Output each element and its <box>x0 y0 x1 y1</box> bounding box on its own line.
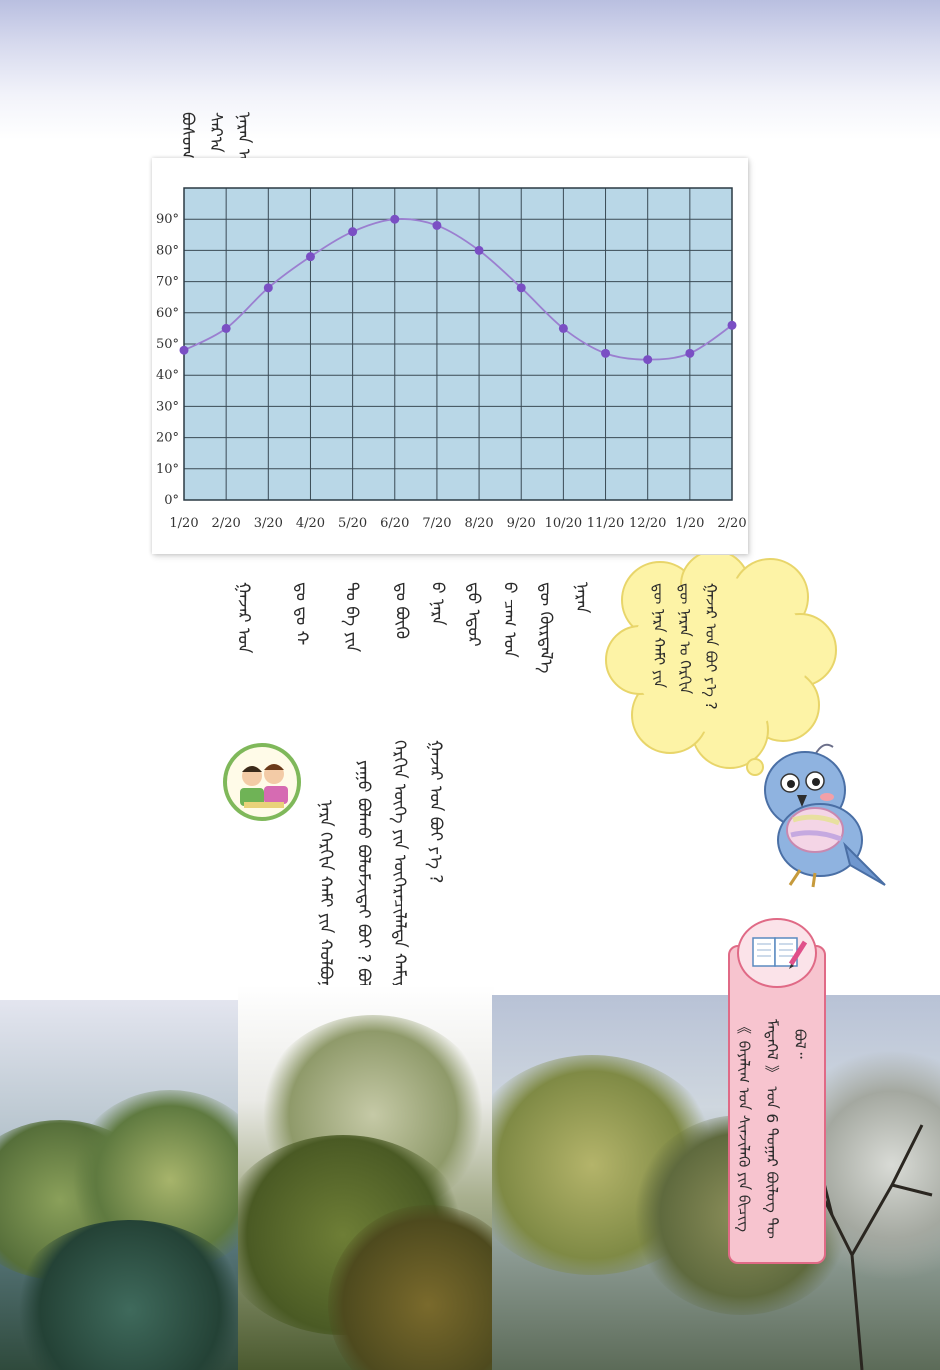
question-line-3: ᠶᠠᠭᠤ ᠪᠣᠯᠬᠤ ᠪᠣᠯᠣᠮᠵᠢᠲᠠᠢ ᠪᠣᠢ ? ᠪᠣᠯᠣᠨ <box>352 760 373 1006</box>
notebook-icon <box>737 918 817 988</box>
data-point <box>264 283 273 292</box>
bubble-line-2: ᠳᠦ ᠨᠠᠷᠠᠨ ᠤ ᠬᠡᠷᠬᠢᠨ <box>675 583 694 694</box>
body-line-2: ᠳᠦ ᠬᠦᠷᠲᠡᠯ᠎ᠡ <box>534 582 555 673</box>
tree-photo-right <box>492 995 940 1370</box>
note-line-2: ᠮᠡᠳᠡᠭᠡᠯ 》 ᠤᠨ 6 ᠳᠤᠭᠠᠷ ᠪᠦᠯᠦᠭ ᠲᠦ <box>762 1019 781 1239</box>
body-line-8: ᠳᠤ ᠳᠤ ᠬ <box>290 582 311 645</box>
x-tick-label: 9/20 <box>507 516 536 531</box>
x-tick-label: 4/20 <box>296 516 325 531</box>
body-line-3: ᠪ ᠴᠠᠭ ᠤᠨ <box>498 582 519 658</box>
question-line-1: ᠭᠠᠵᠠᠷ ᠤᠨ ᠪᠣᠢ ᠶ᠎ᠡ ? <box>424 740 445 883</box>
data-point <box>222 324 231 333</box>
data-point <box>475 246 484 255</box>
data-point <box>685 349 694 358</box>
x-tick-label: 12/20 <box>629 516 666 531</box>
data-point <box>348 227 357 236</box>
data-point <box>643 355 652 364</box>
tree-photo-left <box>0 1000 238 1370</box>
y-tick-label: 70° <box>156 275 179 290</box>
body-line-6: ᠳᠤ ᠪᠦᠬᠦ <box>390 582 411 639</box>
data-point <box>559 324 568 333</box>
x-tick-label: 1/20 <box>675 516 704 531</box>
data-point <box>601 349 610 358</box>
x-tick-label: 10/20 <box>545 516 582 531</box>
data-point <box>390 215 399 224</box>
y-tick-label: 40° <box>156 368 179 383</box>
body-line-1: ᠨᠠᠷᠠᠨ <box>570 582 591 613</box>
y-tick-label: 90° <box>156 212 179 227</box>
y-tick-label: 20° <box>156 431 179 446</box>
bird-illustration <box>745 735 890 895</box>
x-tick-label: 11/20 <box>587 516 624 531</box>
note-box: ᠪᠣᠯ᠃ ᠮᠡᠳᠡᠭᠡᠯ 》 ᠤᠨ 6 ᠳᠤᠭᠠᠷ ᠪᠦᠯᠦᠭ ᠲᠦ 《 ᠪᠠᠶ… <box>728 945 826 1264</box>
data-point <box>432 221 441 230</box>
x-tick-label: 6/20 <box>380 516 409 531</box>
note-line-3: 《 ᠪᠠᠶᠠᠯᠢᠭ ᠤᠨ ᠰᠢᠨᠵᠢᠯᠡᠬᠦ ᠶᠢᠨ ᠪᠢᠴᠢᠭ <box>734 1019 753 1232</box>
x-tick-label: 2/20 <box>212 516 241 531</box>
y-tick-label: 10° <box>156 462 179 477</box>
chart-card: 0° 10° 20° 30° 40° 50° 60° 70° 80° 90° 1/20 2/20 3/2… <box>152 158 748 554</box>
x-tick-label: 5/20 <box>338 516 367 531</box>
chart-caption-line-3: ᠨᠠᠷᠠᠨ ᠤ <box>232 112 253 165</box>
y-tick-label: 50° <box>156 337 179 352</box>
x-tick-label: 3/20 <box>254 516 283 531</box>
data-point <box>728 321 737 330</box>
note-line-1: ᠪᠣᠯ᠃ <box>790 1029 809 1059</box>
kids-icon <box>222 742 302 822</box>
data-point <box>180 346 189 355</box>
y-tick-label: 0° <box>164 493 179 508</box>
bubble-line-1: ᠭᠠᠵᠠᠷ ᠤᠨ ᠪᠣᠢ ᠶ᠎ᠡ ? <box>701 583 720 710</box>
line-chart: 0° 10° 20° 30° 40° 50° 60° 70° 80° 90° 1/20 2/20 3/2… <box>152 158 748 554</box>
body-line-9: ᠭᠠᠵᠠᠷ ᠤᠨ <box>232 582 253 653</box>
data-point <box>517 283 526 292</box>
body-line-7: ᠲᠤ ᠪᠠ ᠶᠢᠨ <box>340 582 361 652</box>
x-tick-label: 8/20 <box>464 516 493 531</box>
x-tick-label: 7/20 <box>422 516 451 531</box>
tree-photo-middle <box>238 985 494 1370</box>
body-line-5: ᠪ ᠨᠠᠷᠠ <box>426 582 447 626</box>
data-point <box>306 252 315 261</box>
y-tick-label: 80° <box>156 243 179 258</box>
body-line-4: ᠳ᠋ᠤ ᠡᠳᠦᠷ <box>462 582 483 647</box>
y-tick-label: 30° <box>156 399 179 414</box>
x-tick-label: 2/20 <box>717 516 746 531</box>
bubble-line-3: ᠳᠦ ᠨᠠᠷᠠ ᠬᠠᠮᠢ ᠶᠢᠨ <box>649 583 668 688</box>
x-tick-label: 1/20 <box>169 516 198 531</box>
y-tick-label: 60° <box>156 306 179 321</box>
